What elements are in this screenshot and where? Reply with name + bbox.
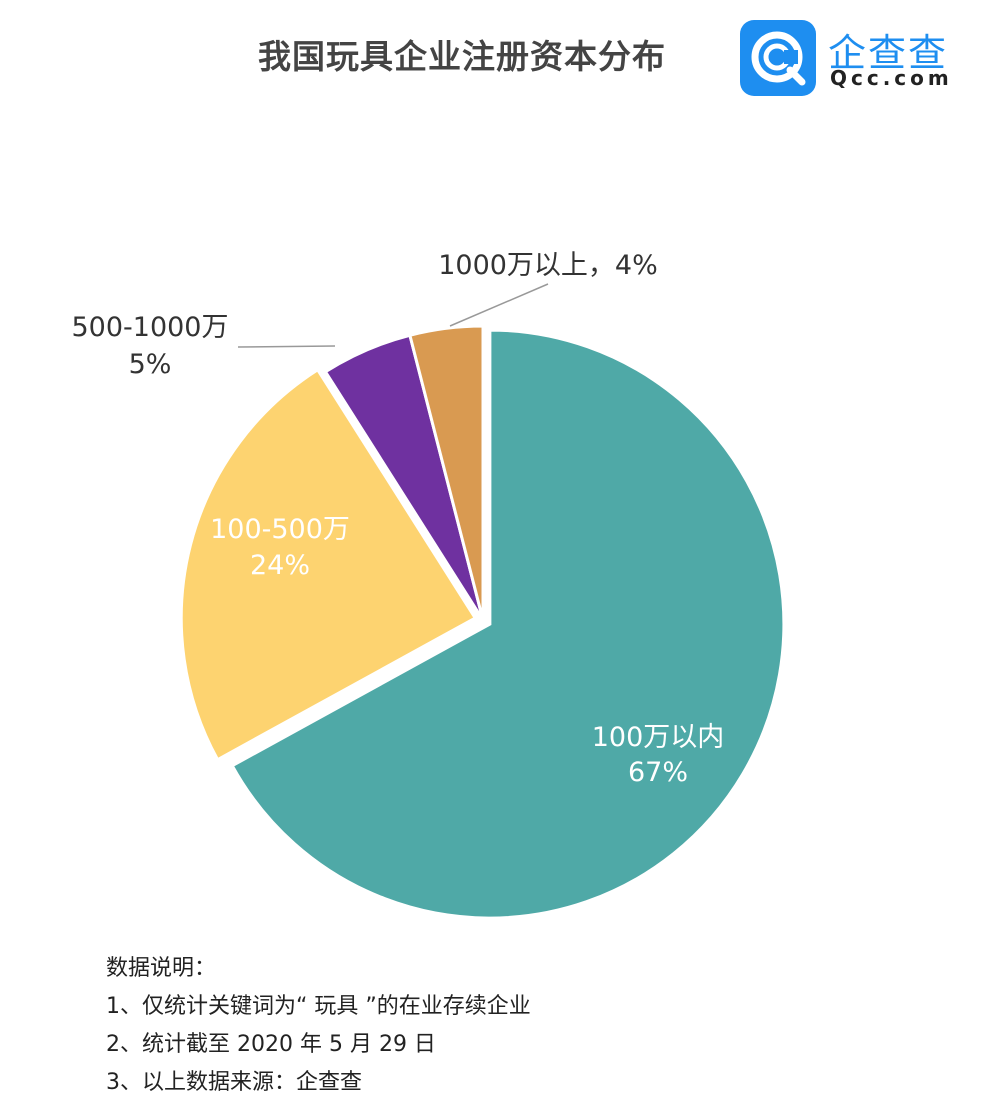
slice-label-2: 100-500万 (210, 514, 350, 545)
slice-label-1: 100万以内 (592, 722, 725, 753)
pie-slice-2 (179, 367, 478, 762)
notes-heading: 数据说明： (106, 956, 217, 981)
slice-label-4: 1000万以上，4% (438, 250, 658, 281)
slice-value-2: 24% (250, 550, 310, 581)
chart-title: 我国玩具企业注册资本分布 (258, 37, 666, 76)
qcc-logo-icon (740, 20, 816, 96)
slice-value-1: 67% (628, 757, 688, 788)
leader-line-3 (237, 345, 336, 348)
pie-slice-4 (408, 324, 485, 621)
logo-text-en: Qcc.com (830, 66, 953, 90)
slice-label-3: 500-1000万 (72, 312, 229, 343)
leader-line-4 (449, 283, 549, 327)
note-item-1: 1、仅统计关键词为“ 玩具 ”的在业存续企业 (106, 994, 531, 1019)
data-notes: 数据说明： 1、仅统计关键词为“ 玩具 ”的在业存续企业 2、统计截至 2020… (106, 950, 531, 1102)
logo-text-cn: 企查查 (828, 31, 949, 75)
note-item-2: 2、统计截至 2020 年 5 月 29 日 (106, 1032, 436, 1057)
pie-slice-1 (230, 328, 786, 920)
note-item-3: 3、以上数据来源：企查查 (106, 1070, 362, 1095)
slice-value-3: 5% (129, 349, 172, 380)
